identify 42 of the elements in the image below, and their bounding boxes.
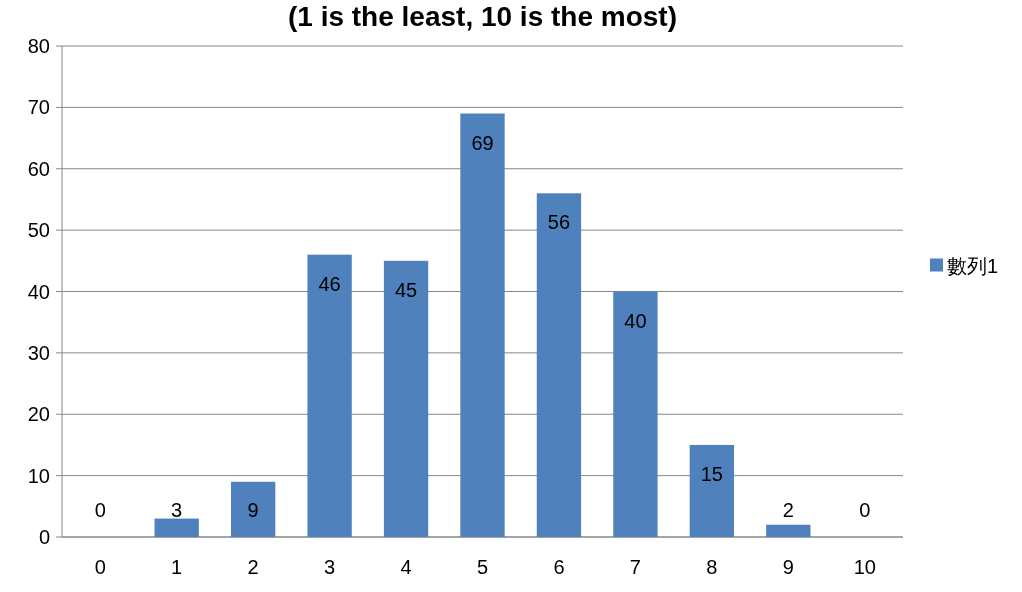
data-label: 0 <box>859 499 871 521</box>
data-label: 56 <box>547 211 571 234</box>
y-tick-label: 20 <box>27 403 50 426</box>
x-tick-label: 2 <box>247 556 259 578</box>
data-label: 2 <box>782 499 794 521</box>
data-label: 69 <box>471 131 494 154</box>
y-tick-label: 80 <box>27 35 50 57</box>
x-tick-label: 5 <box>476 556 489 578</box>
bar <box>536 193 582 537</box>
bar <box>307 254 352 537</box>
x-tick-label: 8 <box>706 556 718 578</box>
data-label: 40 <box>624 309 647 332</box>
x-tick-label: 6 <box>553 556 565 578</box>
bar <box>154 518 199 537</box>
bar <box>460 113 505 537</box>
x-tick-label: 10 <box>853 556 876 578</box>
x-tick-label: 3 <box>324 556 336 578</box>
bar <box>230 481 276 537</box>
y-tick-label: 40 <box>27 280 50 303</box>
x-tick-label: 9 <box>782 556 794 578</box>
data-label: 15 <box>700 462 723 485</box>
data-label: 46 <box>318 272 341 295</box>
bar <box>766 524 811 537</box>
x-tick-label: 4 <box>400 556 412 578</box>
y-tick-label: 50 <box>27 219 50 242</box>
bar <box>613 291 658 537</box>
chart-title: (1 is the least, 10 is the most) <box>287 1 678 32</box>
y-tick-label: 70 <box>27 96 50 119</box>
y-tick-label: 10 <box>27 464 50 487</box>
y-tick-label: 60 <box>27 157 50 180</box>
x-tick-label: 0 <box>94 556 106 578</box>
data-label: 3 <box>171 499 183 521</box>
data-label: 0 <box>94 499 106 521</box>
bar <box>689 444 735 537</box>
y-tick-label: 30 <box>27 341 50 364</box>
x-tick-label: 1 <box>171 556 183 578</box>
legend-label: 數列1 <box>947 254 999 277</box>
data-label: 45 <box>394 278 418 301</box>
y-tick-label: 0 <box>38 526 50 548</box>
bar <box>383 260 429 537</box>
x-tick-label: 7 <box>629 556 641 578</box>
data-label: 9 <box>247 499 259 521</box>
